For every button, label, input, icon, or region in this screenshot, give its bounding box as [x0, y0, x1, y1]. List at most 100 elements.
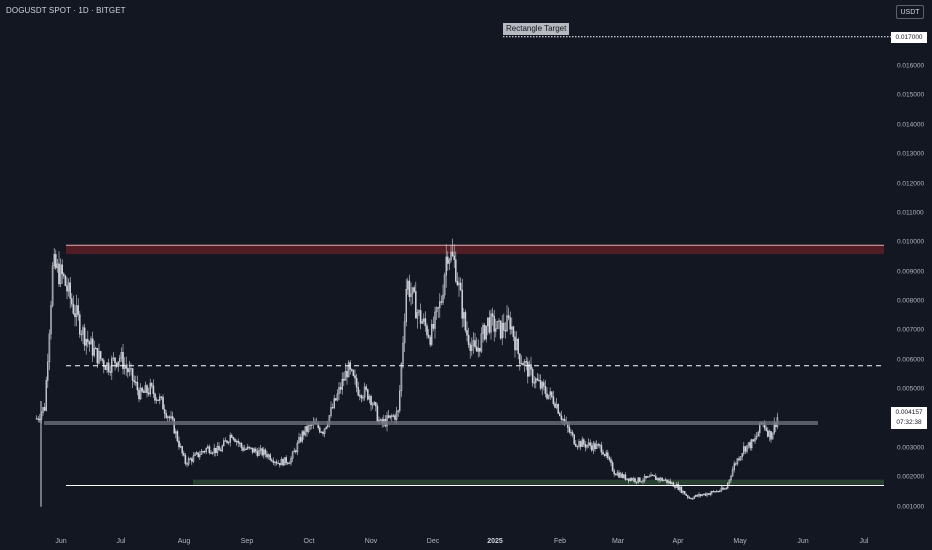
candle-body: [701, 494, 704, 496]
candle-body: [503, 322, 505, 331]
candle-body: [442, 294, 444, 303]
candle-body: [765, 427, 768, 431]
candle-body: [395, 411, 398, 420]
candle-body: [167, 416, 169, 418]
candle-body: [746, 445, 748, 452]
candle-body: [104, 366, 107, 370]
candle-body: [184, 455, 187, 464]
candle-body: [667, 480, 670, 483]
candle-body: [210, 452, 212, 454]
candle-body: [575, 443, 577, 447]
candle-body: [583, 439, 585, 445]
candle-body: [549, 391, 552, 396]
candle-body: [231, 434, 233, 438]
candle-body: [479, 347, 481, 352]
candle-body: [237, 440, 240, 444]
candle-body: [51, 265, 54, 306]
candle-body: [751, 439, 753, 449]
candle-body: [757, 432, 760, 437]
candle-body: [224, 440, 227, 442]
candle-body: [411, 287, 414, 295]
resistance-zone: [66, 245, 884, 255]
candle-body: [663, 479, 665, 482]
candle-body: [517, 338, 520, 354]
candle-body: [176, 431, 179, 442]
candle-body: [85, 339, 88, 346]
candle-body: [456, 280, 459, 286]
candle-body: [464, 312, 467, 331]
candle-body: [376, 405, 379, 422]
candle-body: [498, 320, 500, 322]
candle-body: [207, 446, 209, 449]
candle-body: [42, 407, 44, 413]
candle-body: [149, 383, 152, 395]
candle-body: [131, 368, 134, 381]
candle-body: [168, 416, 171, 419]
candle-body: [373, 402, 376, 405]
candle-body: [138, 389, 140, 400]
candle-body: [322, 431, 324, 434]
month-tick: Nov: [364, 538, 378, 545]
candle-body: [474, 340, 476, 347]
candle-body: [536, 378, 539, 381]
candle-body: [573, 434, 576, 445]
candle-body: [130, 368, 132, 370]
candle-body: [77, 305, 80, 315]
candle-body: [706, 493, 708, 496]
candle-body: [179, 446, 182, 448]
candle-body: [147, 392, 150, 395]
candle-body: [245, 448, 248, 450]
candle-body: [55, 254, 57, 269]
target-price-tag: 0.017000: [891, 32, 927, 43]
candle-body: [461, 289, 464, 319]
candle-body: [690, 497, 692, 500]
candle-body: [653, 475, 656, 477]
candle-body: [64, 275, 67, 286]
candle-body: [733, 463, 736, 470]
candle-body: [514, 336, 516, 351]
candle-body: [552, 396, 555, 404]
candle-body: [509, 317, 512, 330]
candle-body: [557, 404, 560, 414]
candle-body: [437, 307, 440, 309]
candle-body: [485, 325, 488, 340]
candle-body: [432, 323, 435, 329]
candle-body: [723, 488, 726, 490]
price-tick: 0.012000: [897, 180, 925, 188]
candle-body: [427, 334, 430, 338]
candle-body: [637, 477, 640, 483]
candle-body: [397, 410, 400, 412]
candle-body: [645, 475, 648, 478]
candle-body: [613, 470, 616, 475]
candle-body: [424, 318, 427, 327]
candle-body: [333, 398, 336, 408]
candle-body: [704, 493, 707, 496]
candle-body: [339, 387, 342, 390]
candle-body: [272, 460, 275, 463]
candle-body: [115, 362, 118, 367]
candle-body: [475, 346, 478, 352]
candle-body: [528, 364, 531, 377]
candle-body: [223, 440, 225, 447]
candle-body: [234, 439, 236, 442]
candle-body: [341, 378, 344, 390]
candle-body: [336, 393, 339, 401]
candle-body: [602, 451, 604, 455]
candle-body: [587, 442, 590, 446]
candle-body: [688, 497, 691, 499]
candle-body: [304, 426, 307, 436]
candle-body: [394, 415, 396, 420]
candle-body: [615, 473, 617, 476]
currency-button[interactable]: USDT: [896, 5, 924, 19]
candle-body: [482, 325, 484, 334]
candle-body: [480, 333, 483, 352]
candle-body: [576, 446, 579, 448]
candle-body: [418, 310, 420, 313]
candle-body: [447, 256, 449, 264]
candle-body: [544, 386, 547, 394]
candle-body: [570, 431, 572, 434]
candle-body: [674, 486, 676, 488]
candle-body: [581, 439, 584, 447]
price-tick: 0.002000: [897, 473, 925, 481]
